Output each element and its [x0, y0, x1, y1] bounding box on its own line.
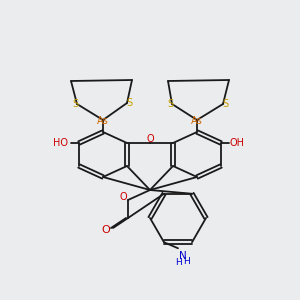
Text: As: As: [191, 116, 203, 126]
Text: OH: OH: [230, 138, 244, 148]
Text: H: H: [184, 257, 190, 266]
Text: N: N: [179, 251, 187, 261]
Text: O: O: [119, 192, 127, 202]
Text: O: O: [146, 134, 154, 144]
Text: S: S: [126, 98, 132, 108]
Text: HO: HO: [53, 138, 68, 148]
Text: S: S: [222, 99, 228, 109]
Text: H: H: [175, 258, 182, 267]
Text: S: S: [167, 99, 173, 109]
Text: O: O: [102, 225, 110, 235]
Text: As: As: [97, 116, 109, 126]
Text: S: S: [72, 99, 78, 109]
